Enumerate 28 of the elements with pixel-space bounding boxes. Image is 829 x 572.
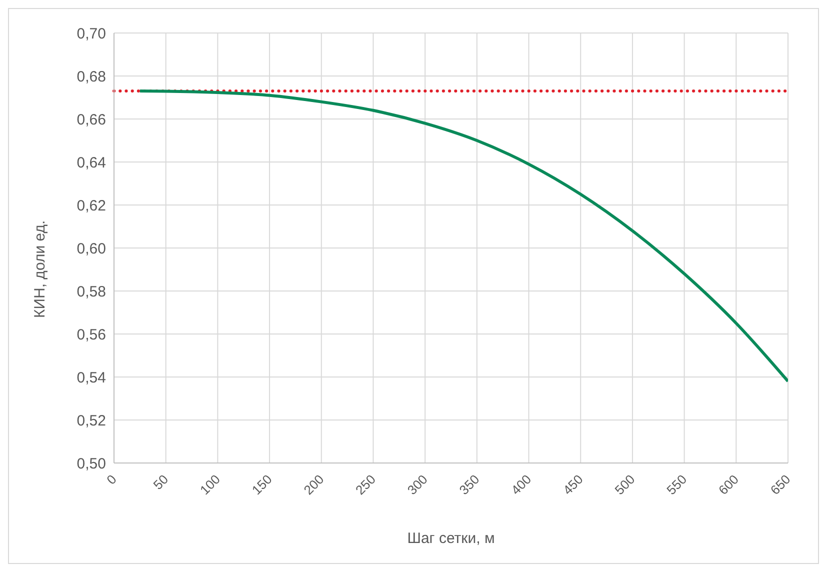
x-tick-label: 50: [150, 472, 172, 493]
y-tick-label: 0,66: [76, 111, 106, 128]
x-tick-label: 150: [248, 472, 275, 498]
y-tick-label: 0,52: [76, 412, 106, 430]
x-tick-label: 400: [508, 472, 534, 498]
x-tick-label: 250: [352, 472, 379, 498]
x-tick-label: 500: [612, 472, 638, 498]
y-tick-label: 0,50: [76, 455, 106, 472]
x-tick-label: 350: [456, 472, 482, 498]
x-tick-label: 200: [300, 472, 327, 498]
x-tick-label: 600: [716, 472, 742, 498]
line-series: [138, 90, 788, 383]
y-tick-label: 0,70: [76, 25, 106, 42]
y-tick-label: 0,56: [76, 326, 106, 344]
y-tick-label: 0,64: [76, 154, 106, 172]
y-tick-label: 0,68: [76, 68, 106, 86]
x-tick-label: 0: [104, 472, 120, 488]
x-tick-label: 650: [767, 472, 794, 498]
y-tick-label: 0,54: [76, 369, 106, 386]
y-tick-label: 0,58: [76, 283, 106, 300]
x-tick-label: 300: [404, 472, 430, 498]
x-tick-label: 100: [197, 472, 223, 498]
x-tick-label: 550: [664, 472, 690, 498]
y-axis-title: КИН, доли ед.: [31, 220, 48, 318]
x-axis-title: Шаг сетки, м: [407, 530, 495, 547]
y-tick-label: 0,62: [76, 197, 106, 214]
y-tick-label: 0,60: [76, 240, 106, 258]
x-tick-label: 450: [560, 472, 586, 498]
